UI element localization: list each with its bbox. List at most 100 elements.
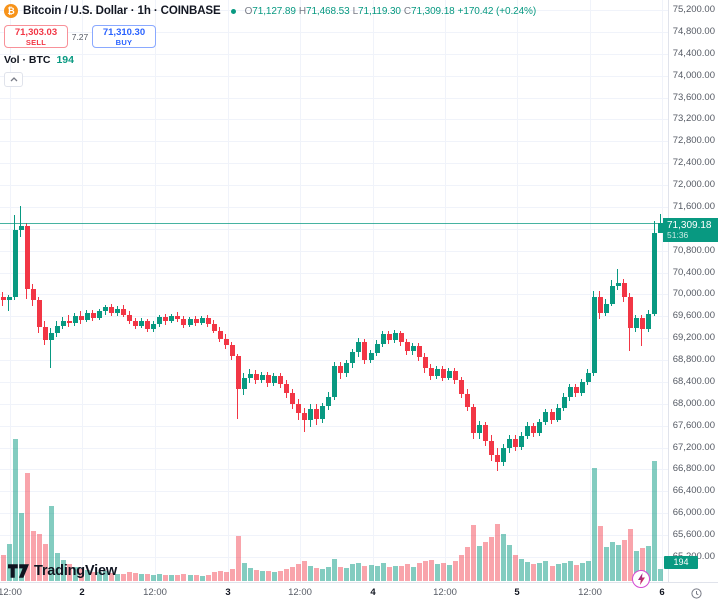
candle-body	[175, 315, 180, 320]
candle-body	[362, 342, 367, 361]
time-axis-label: 3	[225, 587, 231, 598]
candle-body	[471, 407, 476, 434]
market-status-dot[interactable]	[230, 8, 236, 14]
volume-value-badge: 194	[664, 556, 698, 569]
price-axis-label: 72,800.00	[672, 135, 715, 146]
gridline-h	[0, 98, 668, 99]
volume-bar	[188, 575, 193, 581]
volume-bar	[574, 565, 579, 581]
buy-price: 71,310.30	[102, 27, 146, 38]
gridline-h	[0, 404, 668, 405]
candle-body	[25, 226, 30, 289]
time-axis-label: 12:00	[578, 587, 602, 598]
candle-body	[531, 426, 536, 434]
candle-body	[200, 317, 205, 323]
candle-body	[550, 412, 555, 420]
volume-bar	[326, 567, 331, 581]
candle-body	[405, 342, 410, 352]
clock-icon	[691, 588, 702, 599]
candle-body	[242, 377, 247, 390]
gridline-h	[0, 513, 668, 514]
volume-bar	[266, 570, 271, 581]
price-axis-label: 70,400.00	[672, 267, 715, 278]
candle-body	[103, 307, 108, 312]
candle-body	[393, 333, 398, 341]
candle-body	[435, 369, 440, 376]
tradingview-mark-icon	[8, 564, 29, 578]
gridline-h	[0, 448, 668, 449]
gridline-h	[0, 469, 668, 470]
volume-bar	[242, 562, 247, 581]
volume-bar	[405, 564, 410, 581]
volume-bar	[616, 544, 621, 581]
volume-bar	[260, 571, 265, 581]
volume-bar	[381, 563, 386, 581]
candle-body	[568, 386, 573, 398]
volume-bar	[200, 575, 205, 581]
symbol-title[interactable]: Bitcoin / U.S. Dollar · 1h · COINBASE	[23, 5, 221, 17]
gridline-h	[0, 141, 668, 142]
candle-body	[31, 288, 36, 300]
chart-legend: ₿ Bitcoin / U.S. Dollar · 1h · COINBASE …	[4, 3, 539, 87]
candle-body	[350, 352, 355, 363]
price-axis[interactable]: 75,200.00 74,800.00 74,400.00 74,000.00 73,6…	[668, 0, 718, 582]
volume-bar	[254, 569, 259, 581]
price-axis-label: 67,200.00	[672, 442, 715, 453]
volume-bar	[314, 568, 319, 581]
candle-body	[423, 356, 428, 369]
volume-bar	[513, 554, 518, 581]
candle-body	[543, 412, 548, 422]
candle-body	[429, 368, 434, 376]
candlestick-pane[interactable]	[0, 0, 668, 582]
candle-body	[483, 425, 488, 442]
volume-bar	[290, 567, 295, 581]
tradingview-logo[interactable]: TradingView	[8, 562, 117, 580]
volume-bar	[344, 568, 349, 581]
session-clock-icon[interactable]	[691, 586, 702, 600]
price-axis-label: 65,600.00	[672, 529, 715, 540]
volume-bar	[610, 542, 615, 581]
price-axis-label: 74,400.00	[672, 48, 715, 59]
candle-body	[278, 375, 283, 385]
gridline-h	[0, 426, 668, 427]
sell-button[interactable]: 71,303.03 SELL	[4, 25, 68, 48]
candle-body	[640, 317, 645, 330]
candle-body	[610, 285, 615, 304]
candle-body	[115, 308, 120, 314]
time-axis-label: 6	[659, 587, 665, 598]
candle-body	[332, 366, 337, 397]
volume-bar	[31, 530, 36, 581]
candle-body	[326, 396, 331, 407]
candle-body	[181, 319, 186, 326]
candle-body	[525, 426, 530, 437]
volume-bar	[61, 560, 66, 581]
candle-body	[375, 344, 380, 353]
gridline-h	[0, 185, 668, 186]
volume-legend: Vol · BTC 194	[4, 54, 74, 66]
collapse-legend-button[interactable]	[4, 72, 23, 87]
volume-bar	[97, 572, 102, 581]
candle-body	[43, 327, 48, 341]
price-axis-label: 66,800.00	[672, 463, 715, 474]
volume-bar	[369, 565, 374, 581]
candle-body	[308, 408, 313, 420]
volume-bar	[537, 563, 542, 581]
volume-bar	[543, 561, 548, 581]
volume-bar	[423, 561, 428, 581]
volume-bar	[13, 439, 18, 581]
volume-bar	[562, 562, 567, 581]
gridline-h	[0, 557, 668, 558]
time-axis[interactable]: 12:00 2 12:00 3 12:00 4 12:00 5 12:00 6	[0, 582, 718, 600]
volume-bar	[103, 571, 108, 581]
boost-button[interactable]	[632, 570, 650, 588]
volume-bar	[550, 565, 555, 581]
volume-bar	[230, 569, 235, 581]
volume-bar	[652, 461, 657, 581]
price-axis-label: 73,200.00	[672, 113, 715, 124]
volume-bar	[604, 547, 609, 581]
buy-button[interactable]: 71,310.30 BUY	[92, 25, 156, 48]
candle-body	[121, 308, 126, 315]
volume-bar	[393, 565, 398, 581]
candle-wick	[8, 294, 9, 311]
volume-bar	[441, 562, 446, 581]
